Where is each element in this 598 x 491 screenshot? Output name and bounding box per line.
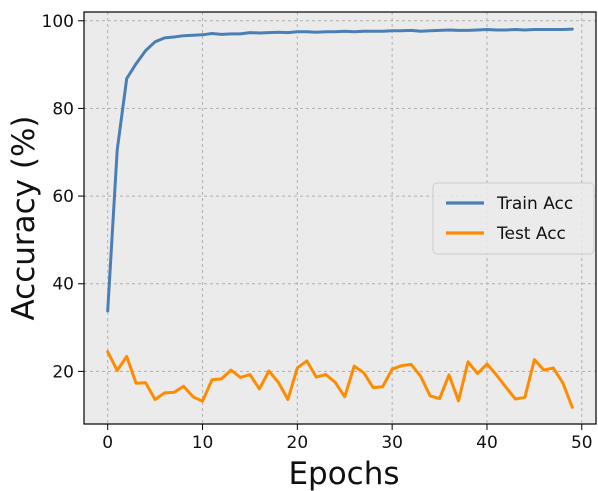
x-axis-ticks: 0 10 20 30 40 50: [102, 424, 593, 453]
y-tick-label: 100: [42, 12, 74, 32]
train-acc-line: [106, 27, 574, 313]
plot-area-frame: [83, 11, 597, 425]
y-tick-label: 20: [52, 362, 74, 382]
legend-label-test: Test Acc: [496, 224, 566, 244]
legend-box: [432, 182, 595, 255]
x-tick-label: 30: [381, 433, 403, 453]
series-lines: [106, 27, 574, 409]
y-axis-ticks: 20 40 60 80 100: [42, 12, 84, 382]
legend: Train Acc Test Acc: [432, 182, 595, 255]
y-tick-label: 60: [52, 187, 74, 207]
x-tick-label: 20: [287, 433, 309, 453]
test-acc-line: [106, 350, 574, 409]
legend-label-train: Train Acc: [496, 194, 573, 214]
y-axis-label: Accuracy (%): [6, 115, 42, 320]
x-tick-label: 50: [571, 433, 593, 453]
y-tick-label: 40: [52, 275, 74, 295]
x-tick-label: 40: [476, 433, 498, 453]
x-tick-label: 0: [102, 433, 113, 453]
x-tick-label: 10: [192, 433, 214, 453]
y-tick-label: 80: [52, 99, 74, 119]
x-axis-label: Epochs: [288, 456, 399, 491]
